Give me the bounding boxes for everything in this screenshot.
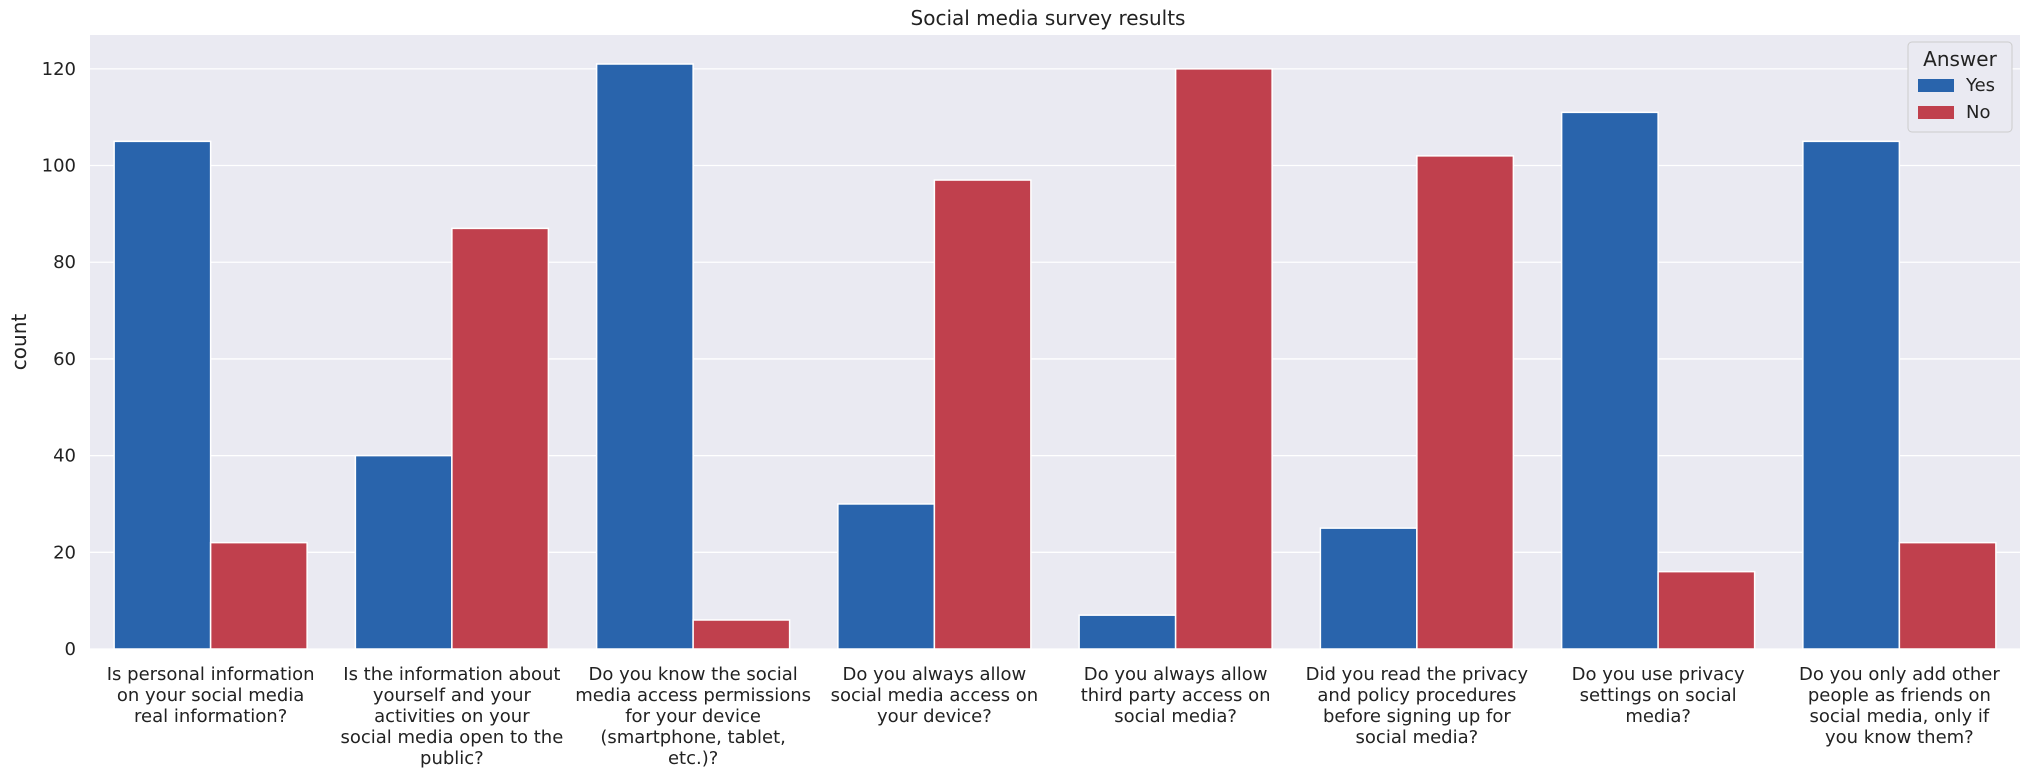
- x-category-label: social media open to the: [340, 727, 563, 748]
- bar-no-7: [1657, 570, 1756, 650]
- y-axis-ticks: 0 20 40 60 80 100 120: [42, 59, 76, 660]
- x-category-label: and policy procedures: [1317, 685, 1516, 706]
- x-category-label: Is personal information: [107, 664, 315, 685]
- x-category-label: Do you know the social: [588, 664, 797, 685]
- x-category-label: third party access on: [1081, 685, 1271, 706]
- y-tick-label: 80: [53, 252, 76, 273]
- bars: [113, 63, 1997, 650]
- bar-yes-5: [1078, 614, 1177, 650]
- x-category-label: etc.)?: [668, 748, 718, 769]
- legend: Answer Yes No: [1907, 41, 2013, 133]
- bar-no-3: [692, 619, 791, 650]
- bar-yes-1: [113, 140, 212, 650]
- y-tick-label: 20: [53, 542, 76, 563]
- legend-label-yes: Yes: [1965, 75, 1995, 96]
- bar-no-8: [1898, 541, 1997, 650]
- y-axis-label: count: [7, 314, 31, 371]
- x-category-label: Do you always allow: [1084, 664, 1268, 685]
- x-category-label: settings on social: [1580, 685, 1737, 706]
- legend-title: Answer: [1923, 47, 1997, 71]
- x-category-label: social media?: [1356, 727, 1479, 748]
- bar-yes-8: [1802, 140, 1901, 650]
- bar-no-4: [933, 179, 1032, 650]
- bar-no-2: [451, 227, 550, 650]
- x-category-label: on your social media: [117, 685, 304, 706]
- bar-yes-7: [1560, 111, 1659, 650]
- x-category-label: social media access on: [831, 685, 1039, 706]
- x-category-label: your device?: [877, 706, 992, 727]
- x-category-label: activities on your: [374, 706, 530, 727]
- x-category-label: you know them?: [1825, 727, 1974, 748]
- x-category-label: Do you only add other: [1799, 664, 2000, 685]
- x-category-label: real information?: [134, 706, 287, 727]
- x-category-label: Is the information about: [343, 664, 560, 685]
- y-tick-label: 40: [53, 446, 76, 467]
- x-category-label: public?: [420, 748, 484, 769]
- bar-yes-3: [595, 63, 694, 650]
- x-category-label: before signing up for: [1323, 706, 1511, 727]
- y-tick-label: 0: [65, 639, 76, 660]
- bar-yes-6: [1319, 527, 1418, 650]
- x-category-label: people as friends on: [1808, 685, 1991, 706]
- x-category-label: Did you read the privacy: [1306, 664, 1529, 685]
- x-category-label: for your device: [625, 706, 761, 727]
- x-category-label: media?: [1625, 706, 1691, 727]
- bar-yes-4: [837, 503, 936, 650]
- x-category-label: media access permissions: [575, 685, 811, 706]
- x-category-label: Do you use privacy: [1572, 664, 1745, 685]
- legend-label-no: No: [1966, 102, 1990, 123]
- x-category-label: (smartphone, tablet,: [600, 727, 786, 748]
- x-category-label: social media?: [1114, 706, 1237, 727]
- bar-no-5: [1174, 68, 1273, 650]
- bar-no-6: [1416, 155, 1515, 650]
- legend-swatch-no: [1918, 106, 1954, 119]
- x-category-label: yourself and your: [373, 685, 532, 706]
- y-tick-label: 60: [53, 349, 76, 370]
- bar-yes-2: [354, 454, 453, 650]
- legend-swatch-yes: [1918, 79, 1954, 92]
- x-category-label: social media, only if: [1810, 706, 1990, 727]
- y-tick-label: 120: [42, 59, 76, 80]
- y-tick-label: 100: [42, 156, 76, 177]
- x-category-label: Do you always allow: [843, 664, 1027, 685]
- chart-title: Social media survey results: [911, 6, 1186, 30]
- bar-no-1: [209, 541, 308, 650]
